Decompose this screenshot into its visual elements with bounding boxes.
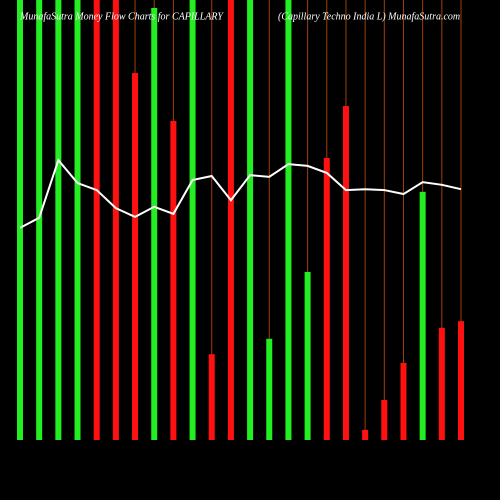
bar bbox=[151, 7, 158, 440]
bar bbox=[189, 0, 196, 440]
bar bbox=[74, 0, 81, 440]
bar bbox=[438, 327, 445, 440]
bar bbox=[400, 363, 407, 440]
bar bbox=[112, 0, 119, 440]
bar bbox=[93, 0, 100, 440]
bar bbox=[247, 0, 254, 440]
bar bbox=[227, 0, 234, 440]
bar bbox=[381, 399, 388, 440]
bar bbox=[170, 121, 177, 440]
bar bbox=[36, 0, 43, 440]
plot bbox=[17, 0, 464, 440]
chart-subtitle: (Capillary Techno India L) MunafaSutra.c… bbox=[278, 11, 460, 22]
bar bbox=[362, 429, 369, 440]
bar bbox=[342, 106, 349, 440]
bar bbox=[285, 0, 292, 440]
bar bbox=[55, 0, 62, 440]
bar bbox=[419, 191, 426, 440]
bar bbox=[323, 157, 330, 440]
bar bbox=[266, 338, 273, 440]
bar bbox=[304, 271, 311, 440]
chart-title: MunafaSutra Money Flow Charts for CAPILL… bbox=[19, 11, 224, 22]
bar bbox=[132, 73, 139, 440]
flow-line bbox=[19, 158, 462, 229]
bar bbox=[17, 0, 23, 440]
bar bbox=[458, 321, 464, 440]
bar bbox=[208, 354, 215, 440]
